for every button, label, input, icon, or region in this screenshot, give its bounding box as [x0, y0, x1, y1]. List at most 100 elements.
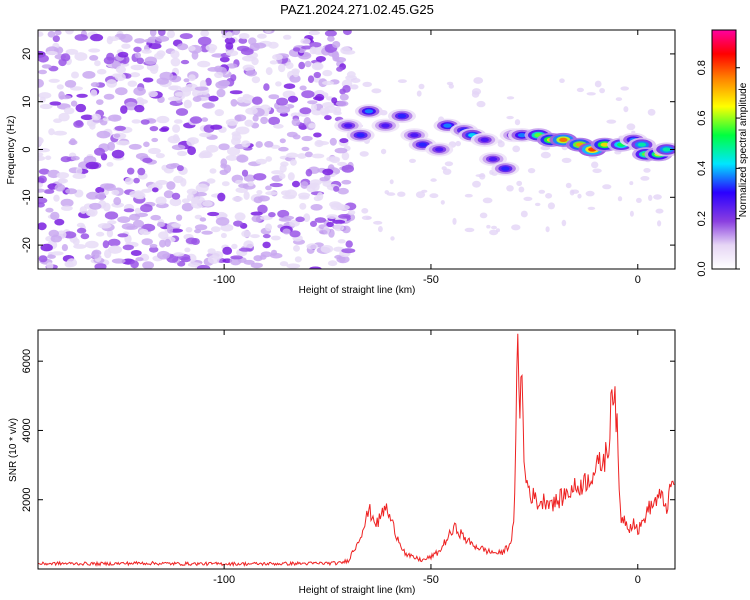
noise-blob — [294, 256, 302, 263]
noise-blob — [103, 56, 115, 65]
noise-blob — [56, 84, 64, 90]
noise-blob — [591, 161, 599, 169]
noise-blob — [292, 47, 301, 52]
noise-blob — [265, 223, 272, 232]
noise-blob — [95, 186, 105, 194]
noise-blob — [188, 74, 196, 82]
snr-x-axis: -100 -50 0 — [213, 330, 641, 586]
noise-blob — [340, 46, 351, 55]
noise-blob — [86, 191, 100, 200]
noise-blob — [169, 75, 182, 83]
noise-blob — [194, 214, 202, 220]
noise-blob — [41, 64, 52, 69]
noise-blob — [209, 168, 217, 174]
noise-blob — [336, 204, 350, 211]
noise-blob — [58, 112, 70, 122]
noise-blob — [230, 74, 237, 82]
noise-blob — [170, 57, 181, 67]
noise-blob — [293, 245, 300, 252]
noise-blob — [341, 225, 351, 234]
y-tick-label: -20 — [21, 237, 33, 253]
noise-blob — [158, 231, 169, 240]
noise-blob — [200, 30, 210, 37]
noise-blob — [300, 181, 309, 189]
noise-blob — [511, 224, 521, 231]
noise-blob — [163, 190, 174, 199]
noise-blob — [173, 119, 183, 124]
noise-blob — [47, 31, 56, 38]
noise-blob — [94, 60, 101, 67]
noise-blob — [247, 181, 254, 187]
noise-blob — [514, 119, 521, 126]
x-tick-label: -100 — [213, 274, 235, 286]
noise-blob — [307, 75, 315, 83]
noise-blob — [186, 188, 198, 195]
noise-blob — [48, 78, 60, 83]
noise-blob — [290, 159, 297, 166]
noise-blob — [304, 151, 313, 158]
noise-blob — [186, 193, 194, 201]
noise-blob — [206, 178, 216, 184]
noise-blob — [148, 147, 161, 155]
signal-blob — [637, 142, 647, 147]
noise-blob — [620, 86, 629, 91]
noise-blob — [131, 119, 141, 124]
y-tick-label: 6000 — [21, 349, 33, 373]
noise-blob — [66, 258, 78, 268]
noise-blob — [547, 202, 556, 210]
noise-blob — [250, 234, 260, 239]
noise-blob — [260, 116, 268, 125]
noise-blob — [540, 151, 551, 159]
noise-blob — [322, 69, 333, 77]
noise-blob — [75, 103, 87, 113]
noise-blob — [234, 212, 246, 221]
noise-blob — [345, 240, 353, 248]
snr-panel: -100 -50 0 2000 4000 6000 Height of straight… — [8, 329, 676, 596]
noise-blob — [602, 184, 612, 190]
noise-blob — [195, 183, 209, 193]
noise-blob — [177, 150, 188, 157]
noise-blob — [256, 190, 263, 195]
spectrogram-y-label: Frequency (Hz) — [6, 116, 17, 185]
noise-blob — [332, 41, 341, 48]
y-tick-label: -10 — [21, 189, 33, 205]
noise-blob — [418, 83, 425, 90]
noise-blob — [107, 238, 121, 247]
noise-blob — [314, 90, 325, 95]
noise-blob — [225, 50, 239, 57]
noise-blob — [314, 217, 327, 223]
noise-blob — [127, 167, 135, 175]
noise-blob — [229, 90, 243, 95]
noise-blob — [106, 79, 118, 88]
noise-blob — [75, 167, 83, 175]
spectrogram-x-axis: -100 -50 0 — [213, 30, 641, 286]
noise-blob — [194, 224, 208, 231]
noise-blob — [268, 116, 280, 126]
noise-blob — [106, 36, 113, 45]
noise-blob — [38, 69, 47, 75]
noise-blob — [117, 216, 131, 224]
noise-blob — [241, 230, 252, 238]
noise-blob — [347, 210, 356, 215]
noise-blob — [202, 151, 213, 158]
noise-blob — [279, 138, 286, 144]
noise-blob — [265, 191, 278, 196]
noise-blob — [103, 93, 115, 100]
noise-blob — [350, 84, 359, 90]
noise-blob — [561, 219, 567, 227]
noise-blob — [482, 197, 493, 204]
noise-blob — [214, 71, 224, 79]
noise-blob — [155, 180, 168, 185]
noise-blob — [201, 117, 209, 122]
noise-blob — [361, 208, 369, 214]
noise-blob — [63, 231, 77, 239]
noise-blob — [180, 59, 190, 65]
noise-blob — [207, 255, 220, 264]
noise-blob — [38, 152, 44, 157]
noise-blob — [264, 141, 274, 148]
noise-blob — [283, 34, 292, 40]
noise-blob — [76, 93, 88, 98]
signal-blob — [381, 123, 390, 128]
noise-blob — [233, 220, 243, 227]
noise-blob — [278, 146, 289, 152]
